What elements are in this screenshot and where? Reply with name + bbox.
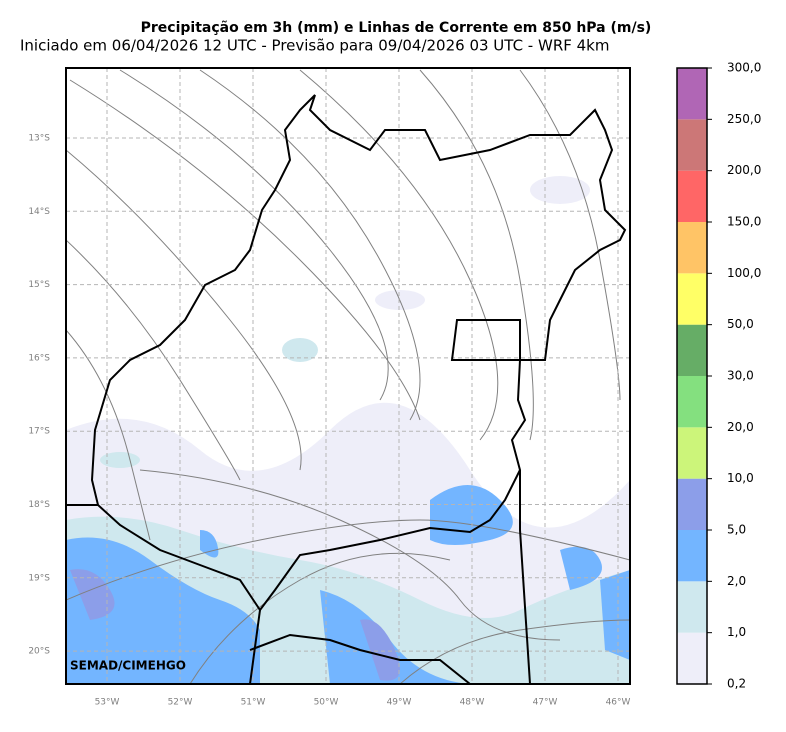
map-layer <box>66 68 630 684</box>
colorbar-bin <box>677 581 707 633</box>
lon-label: 51°W <box>241 698 266 708</box>
colorbar-bin <box>677 119 707 171</box>
colorbar-label: 300,0 <box>727 61 761 75</box>
colorbar-label: 250,0 <box>727 112 761 126</box>
map-frame <box>65 67 631 685</box>
colorbar-label: 50,0 <box>727 317 754 331</box>
colorbar-bin <box>677 427 707 479</box>
colorbar-label: 20,0 <box>727 420 754 434</box>
lat-label: 17°S <box>28 427 50 437</box>
colorbar-bin <box>677 478 707 530</box>
state-borders <box>66 94 627 684</box>
colorbar-label: 1,0 <box>727 625 746 639</box>
colorbar-label: 5,0 <box>727 523 746 537</box>
streamlines <box>66 69 630 684</box>
lat-label: 18°S <box>28 500 50 510</box>
lat-label: 14°S <box>28 207 50 217</box>
colorbar-label: 30,0 <box>727 369 754 383</box>
colorbar-bin <box>677 324 707 376</box>
lat-label: 13°S <box>28 134 50 144</box>
lon-label: 49°W <box>387 698 412 708</box>
title: Precipitação em 3h (mm) e Linhas de Corr… <box>141 20 652 36</box>
grid <box>66 68 630 684</box>
lat-label: 15°S <box>28 280 50 290</box>
subtitle: Iniciado em 06/04/2026 12 UTC - Previsão… <box>20 37 609 55</box>
lat-label: 16°S <box>28 353 50 363</box>
watermark: SEMAD/CIMEHGO <box>70 659 186 673</box>
colorbar-label: 2,0 <box>727 574 746 588</box>
lon-label: 48°W <box>460 698 485 708</box>
colorbar-bin <box>677 222 707 274</box>
colorbar-label: 200,0 <box>727 163 761 177</box>
colorbar-label: 0,2 <box>727 677 746 691</box>
colorbar-bin <box>677 273 707 325</box>
colorbar-bin <box>677 68 707 120</box>
colorbar-label: 150,0 <box>727 215 761 229</box>
lon-label: 50°W <box>314 698 339 708</box>
colorbar-label: 100,0 <box>727 266 761 280</box>
lon-label: 46°W <box>606 698 631 708</box>
lat-label: 19°S <box>28 573 50 583</box>
lon-label: 53°W <box>95 698 120 708</box>
colorbar: 0,2 1,0 2,0 5,0 10,0 20,0 30,0 50,0 100,0 150,0 20… <box>676 61 761 691</box>
colorbar-bin <box>677 170 707 222</box>
lon-label: 52°W <box>168 698 193 708</box>
colorbar-bin <box>677 632 707 684</box>
colorbar-label: 10,0 <box>727 471 754 485</box>
colorbar-bin <box>677 530 707 582</box>
lon-label: 47°W <box>533 698 558 708</box>
lat-label: 20°S <box>28 647 50 657</box>
colorbar-bin <box>677 376 707 428</box>
